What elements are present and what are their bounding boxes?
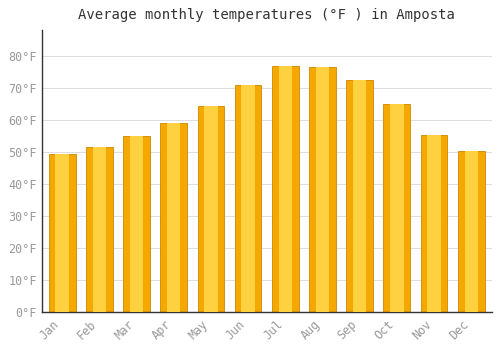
Bar bbox=[278, 66, 292, 313]
Bar bbox=[92, 147, 106, 313]
Bar bbox=[346, 80, 373, 313]
Bar bbox=[234, 85, 262, 313]
Bar bbox=[309, 67, 336, 313]
Bar bbox=[353, 80, 366, 313]
Bar bbox=[130, 136, 143, 313]
Bar bbox=[464, 150, 478, 313]
Bar bbox=[420, 135, 448, 313]
Bar bbox=[428, 135, 440, 313]
Bar bbox=[242, 85, 255, 313]
Bar bbox=[316, 67, 329, 313]
Bar bbox=[204, 106, 218, 313]
Bar bbox=[86, 147, 113, 313]
Bar bbox=[198, 106, 224, 313]
Bar bbox=[390, 104, 404, 313]
Bar bbox=[160, 124, 187, 313]
Bar bbox=[272, 66, 298, 313]
Bar bbox=[384, 104, 410, 313]
Bar bbox=[123, 136, 150, 313]
Bar bbox=[458, 150, 484, 313]
Bar bbox=[49, 154, 76, 313]
Bar bbox=[167, 124, 180, 313]
Bar bbox=[56, 154, 69, 313]
Title: Average monthly temperatures (°F ) in Amposta: Average monthly temperatures (°F ) in Am… bbox=[78, 8, 455, 22]
